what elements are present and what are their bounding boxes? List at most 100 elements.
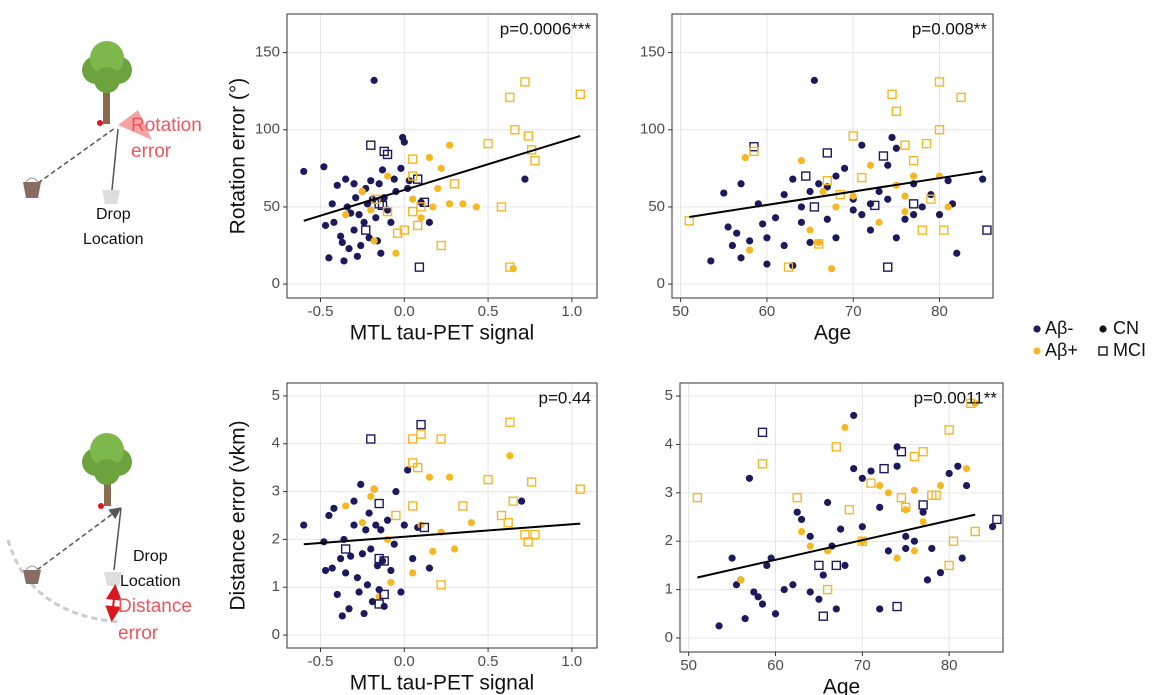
y-tick-label: 0: [272, 275, 280, 292]
legend-label: Aβ-: [1045, 318, 1073, 338]
data-point: [505, 417, 515, 427]
data-point: [944, 425, 954, 435]
legend-marker: [1033, 325, 1041, 333]
data-point: [379, 556, 389, 566]
plot-background: [680, 383, 1003, 652]
data-point: [737, 576, 745, 584]
data-point: [458, 501, 468, 511]
y-tick-label: 150: [640, 44, 665, 61]
data-point: [715, 622, 723, 630]
y-tick-label: 5: [665, 387, 673, 404]
data-point: [413, 220, 423, 231]
data-point: [358, 187, 367, 196]
data-point: [797, 515, 806, 524]
data-point: [407, 501, 418, 511]
data-point: [754, 593, 762, 601]
data-point: [822, 148, 833, 158]
data-point: [819, 571, 827, 579]
data-point: [505, 262, 515, 272]
data-point: [321, 566, 330, 575]
data-point: [300, 167, 308, 176]
data-point: [372, 214, 380, 222]
data-point: [320, 163, 328, 171]
data-point: [806, 532, 814, 540]
data-point: [409, 195, 417, 203]
data-point: [505, 92, 515, 103]
x-tick-label: 0.5: [478, 653, 499, 670]
y-tick-label: 100: [640, 121, 665, 138]
x-axis-label: MTL tau-PET signal: [350, 672, 534, 695]
data-point: [434, 184, 442, 193]
data-point: [380, 602, 388, 610]
data-point: [355, 588, 363, 596]
data-point: [919, 518, 927, 526]
data-point: [379, 589, 389, 600]
diagram-label: Distance: [118, 596, 192, 617]
data-point: [375, 180, 383, 188]
data-point: [575, 89, 585, 99]
y-tick-label: 0: [657, 275, 665, 292]
data-point: [758, 600, 767, 608]
data-point: [437, 164, 445, 172]
data-point: [333, 590, 341, 599]
legend-label: MCI: [1113, 340, 1146, 360]
data-point: [841, 423, 849, 432]
data-point: [373, 562, 382, 570]
data-point: [372, 521, 380, 529]
x-axis-label: MTL tau-PET signal: [350, 322, 534, 345]
data-point: [483, 474, 493, 485]
data-point: [970, 526, 980, 537]
data-point: [828, 265, 836, 273]
data-point: [429, 547, 437, 555]
data-point: [876, 481, 884, 490]
x-tick-label: 50: [672, 303, 689, 320]
data-point: [407, 434, 418, 444]
data-point: [419, 522, 430, 533]
data-point: [530, 529, 540, 540]
legend-label: Aβ+: [1045, 340, 1078, 360]
data-point: [445, 141, 454, 149]
data-point: [934, 125, 945, 135]
data-point: [857, 172, 867, 183]
data-point: [360, 609, 368, 618]
diagram-label: Drop: [133, 548, 168, 565]
data-point: [759, 220, 767, 228]
data-point: [347, 552, 355, 560]
data-point: [793, 508, 801, 516]
data-point: [374, 498, 384, 509]
data-point: [436, 240, 446, 251]
data-point: [884, 161, 892, 169]
data-point: [771, 610, 780, 618]
x-tick-label: -0.5: [308, 303, 334, 320]
data-point: [945, 469, 953, 478]
diagram-label: Drop: [96, 206, 131, 223]
y-tick-label: 0: [665, 629, 673, 646]
data-point: [467, 519, 475, 527]
data-point: [387, 218, 395, 226]
x-tick-label: 0.5: [478, 303, 499, 320]
data-point: [404, 466, 412, 474]
data-point: [797, 527, 806, 536]
data-point: [449, 179, 460, 189]
legend-marker: [1099, 325, 1107, 333]
x-tick-label: 60: [759, 303, 776, 320]
data-point: [810, 76, 818, 84]
data-point: [365, 509, 373, 517]
data-point: [926, 194, 936, 204]
data-point: [496, 510, 507, 521]
data-point: [896, 492, 907, 503]
data-point: [741, 153, 749, 162]
data-point: [383, 172, 392, 180]
data-point: [337, 554, 345, 563]
data-point: [749, 146, 759, 157]
diagram-label: Location: [83, 231, 144, 248]
data-point: [902, 532, 910, 540]
data-point: [910, 537, 919, 545]
data-point: [425, 153, 434, 162]
data-point: [425, 473, 434, 481]
data-point: [763, 561, 771, 569]
y-tick-label: 5: [272, 387, 280, 404]
data-point: [377, 249, 385, 257]
data-point: [858, 523, 866, 531]
data-point: [866, 161, 875, 169]
